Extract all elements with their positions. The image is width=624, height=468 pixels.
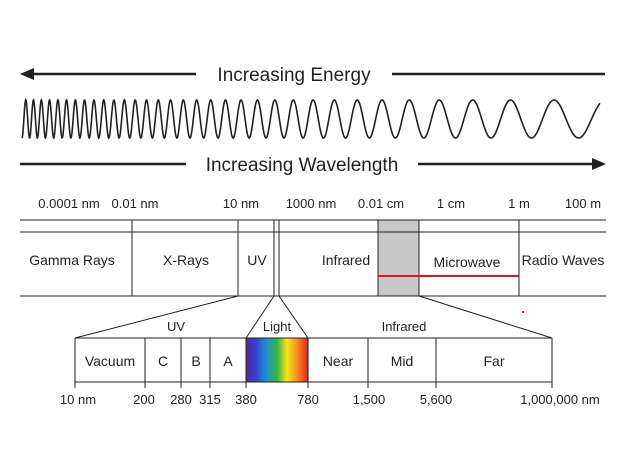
band-label-microwave: Microwave: [434, 254, 501, 270]
detail-group-light: Light: [263, 319, 292, 334]
detail-ticks: 10 nm 200 280 315 380 780 1,500 5,600 1,…: [60, 392, 600, 407]
arrow-left-icon: [20, 68, 34, 80]
detail-cell-b: B: [191, 353, 200, 369]
detail-cell-c: C: [158, 353, 168, 369]
detail-tick-label: 780: [297, 392, 319, 407]
detail-group-infrared: Infrared: [382, 319, 427, 334]
wavelength-label: Increasing Wavelength: [206, 155, 399, 176]
detail-cell-far: Far: [484, 353, 505, 369]
band-label-xray: X-Rays: [163, 252, 209, 268]
detail-tick-label: 280: [170, 392, 192, 407]
scale-tick-label: 1000 nm: [286, 196, 337, 211]
scale-tick-label: 100 m: [565, 196, 601, 211]
wavelength-arrow: Increasing Wavelength: [20, 155, 606, 176]
band-label-infrared: Infrared: [322, 252, 370, 268]
scale-tick-label: 0.01 cm: [358, 196, 404, 211]
zoom-connectors: [74, 295, 553, 339]
detail-tick-label: 380: [235, 392, 257, 407]
scale-tick-label: 1 m: [508, 196, 530, 211]
scale-tick-label: 10 nm: [223, 196, 259, 211]
detail-box: UV Light Infrared Vacuum C B A Near Mid …: [74, 319, 553, 388]
detail-tick-label: 1,500: [353, 392, 386, 407]
detail-group-uv: UV: [167, 319, 185, 334]
detail-cell-mid: Mid: [391, 353, 414, 369]
detail-tick-label: 200: [133, 392, 155, 407]
band-box: Gamma Rays X-Rays UV Infrared Microwave …: [20, 219, 606, 313]
red-dot-marker: [522, 311, 524, 313]
wave-icon: [21, 97, 601, 140]
energy-arrow: Increasing Energy: [20, 65, 605, 86]
detail-tick-label: 10 nm: [60, 392, 96, 407]
detail-tick-label: 1,000,000 nm: [520, 392, 600, 407]
detail-tick-label: 5,600: [420, 392, 453, 407]
scale-tick-label: 0.01 nm: [112, 196, 159, 211]
band-label-gamma: Gamma Rays: [29, 252, 115, 268]
detail-cell-vacuum: Vacuum: [85, 353, 135, 369]
scale-ticks: 0.0001 nm 0.01 nm 10 nm 1000 nm 0.01 cm …: [38, 196, 601, 211]
arrow-right-icon: [592, 158, 606, 170]
energy-label: Increasing Energy: [217, 65, 371, 86]
band-label-uv: UV: [247, 252, 267, 268]
microwave-shaded-region: [378, 220, 419, 296]
detail-tick-label: 315: [199, 392, 221, 407]
detail-cell-a: A: [223, 353, 233, 369]
visible-spectrum-bar: [246, 338, 308, 382]
detail-cell-near: Near: [323, 353, 354, 369]
band-label-radio: Radio Waves: [522, 252, 605, 268]
scale-tick-label: 0.0001 nm: [38, 196, 99, 211]
scale-tick-label: 1 cm: [437, 196, 465, 211]
